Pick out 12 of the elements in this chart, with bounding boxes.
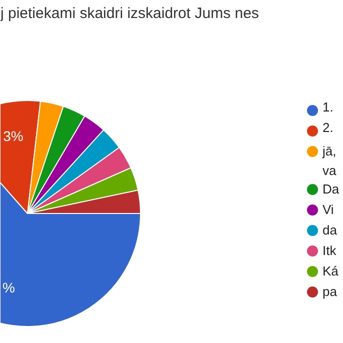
legend-label: Ká: [322, 264, 340, 278]
legend-label: 1.: [322, 100, 334, 114]
text: 3%: [3, 128, 24, 144]
chart-title: j pietiekami skaidri izskaidrot Jums nes: [0, 5, 259, 22]
legend-label: Da: [322, 182, 340, 196]
legend-label: Vi: [322, 202, 334, 217]
legend-label: 2.: [322, 120, 334, 135]
legend-label: jā, va: [322, 144, 337, 178]
legend-label: Itk: [322, 243, 337, 258]
legend-label: pa: [322, 284, 338, 299]
text: %: [2, 280, 15, 296]
legend-label: da: [322, 222, 338, 238]
